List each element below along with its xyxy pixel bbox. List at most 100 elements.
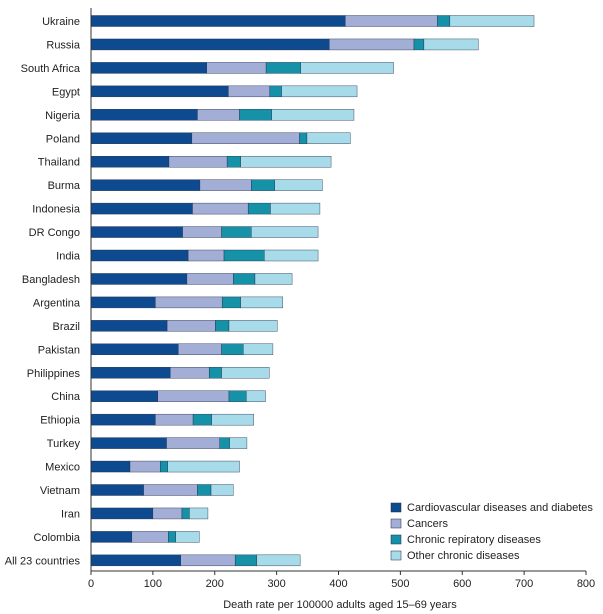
bar-segment — [197, 109, 240, 121]
category-label: Ethiopia — [40, 415, 81, 427]
bar-segment — [210, 484, 234, 496]
legend-entry: Cancers — [407, 518, 448, 530]
bar-segment — [90, 273, 188, 285]
category-label: DR Congo — [29, 227, 80, 239]
bar-segment — [233, 273, 256, 285]
bar-segment — [90, 413, 156, 426]
bar-segment — [90, 507, 154, 520]
bar-segment — [178, 343, 222, 355]
bar-segment — [274, 179, 323, 191]
x-axis: 0 100 200 300 400 500 600 700 800 — [88, 8, 595, 590]
category-label: Pakistan — [38, 344, 80, 356]
bar-segment — [90, 460, 131, 473]
bar-segment — [221, 296, 241, 309]
category-label: China — [51, 391, 81, 403]
bar-segment — [223, 249, 265, 262]
bar-segment — [90, 320, 168, 332]
legend-swatch — [390, 550, 402, 561]
x-axis-title: Death rate per 100000 adults aged 15–69 … — [223, 599, 457, 611]
bar-segment — [271, 109, 355, 121]
category-label: India — [56, 251, 81, 263]
bar-segment — [256, 554, 301, 567]
legend-entry: Chronic repiratory diseases — [407, 534, 541, 546]
legend-entry: Other chronic diseases — [407, 550, 520, 562]
category-label: Indonesia — [32, 204, 81, 216]
bar-segment — [199, 179, 252, 191]
bar-segment — [181, 507, 190, 520]
bar-segment — [423, 38, 479, 51]
bar-segment — [166, 320, 216, 332]
bar-segment — [90, 62, 207, 74]
bar-segment — [221, 343, 244, 355]
bar-segment — [299, 132, 308, 144]
bar-segment — [265, 62, 301, 74]
category-label: Bangladesh — [22, 274, 80, 286]
bar-segment — [90, 554, 181, 567]
bar-segment — [228, 390, 247, 402]
category-label: Poland — [46, 133, 80, 145]
bar-segment — [152, 507, 183, 520]
bar-segment — [90, 531, 133, 543]
bar-segment — [240, 296, 284, 309]
bar-segment — [240, 155, 332, 168]
bar-segment — [306, 132, 351, 144]
x-tick-label: 200 — [206, 578, 224, 590]
bar-segment — [281, 85, 358, 98]
bar-segment — [168, 531, 176, 543]
bar-segment — [449, 15, 535, 27]
bar-segment — [211, 413, 254, 426]
bar-segment — [228, 320, 278, 332]
bar-segment — [270, 202, 321, 215]
bar-segment — [234, 554, 258, 567]
legend: Cardiovascular diseases and diabetes Canc… — [390, 502, 593, 562]
bar-segment — [167, 460, 240, 473]
bar-segment — [192, 202, 249, 215]
bar-segment — [221, 367, 270, 379]
category-label: Brazil — [52, 321, 80, 333]
bar-segment — [168, 155, 228, 168]
bar-segment — [90, 226, 183, 238]
bar-segment — [300, 62, 394, 74]
bar-segment — [206, 62, 267, 74]
bar-segment — [129, 460, 161, 473]
bar-segment — [437, 15, 451, 27]
bar-segment — [215, 320, 230, 332]
category-label: Russia — [46, 39, 81, 51]
bar-segment — [90, 179, 201, 191]
bar-segment — [251, 179, 275, 191]
category-label: Mexico — [45, 462, 80, 474]
legend-entry: Cardiovascular diseases and diabetes — [407, 502, 593, 514]
x-tick-label: 800 — [577, 578, 595, 590]
bar-segment — [192, 413, 212, 426]
x-tick-label: 500 — [391, 578, 409, 590]
bar-segment — [251, 226, 319, 238]
bar-segment — [90, 38, 330, 51]
x-tick-label: 700 — [515, 578, 533, 590]
legend-swatch — [390, 534, 402, 545]
bar-segment — [345, 15, 438, 27]
bar-segment — [226, 155, 241, 168]
bar-segment — [221, 226, 252, 238]
bar-segment — [90, 85, 229, 98]
bar-segment — [155, 413, 194, 426]
x-tick-label: 300 — [267, 578, 285, 590]
category-label: Burma — [48, 180, 81, 192]
bar-segment — [157, 390, 230, 402]
category-label: South Africa — [21, 63, 81, 75]
category-label: Turkey — [47, 438, 81, 450]
category-label: Egypt — [52, 86, 80, 98]
bar-segment — [90, 437, 167, 449]
bar-segment — [175, 531, 200, 543]
category-label: Philippines — [27, 368, 81, 380]
x-tick-label: 0 — [88, 578, 94, 590]
category-label: Vietnam — [40, 485, 80, 497]
bar-segment — [90, 155, 170, 168]
bars-layer — [90, 15, 535, 567]
bar-segment — [186, 273, 234, 285]
x-tick-label: 400 — [329, 578, 347, 590]
bar-segment — [189, 507, 209, 520]
bar-segment — [229, 437, 248, 449]
legend-swatch — [390, 502, 402, 513]
category-label: Ukraine — [42, 16, 80, 28]
